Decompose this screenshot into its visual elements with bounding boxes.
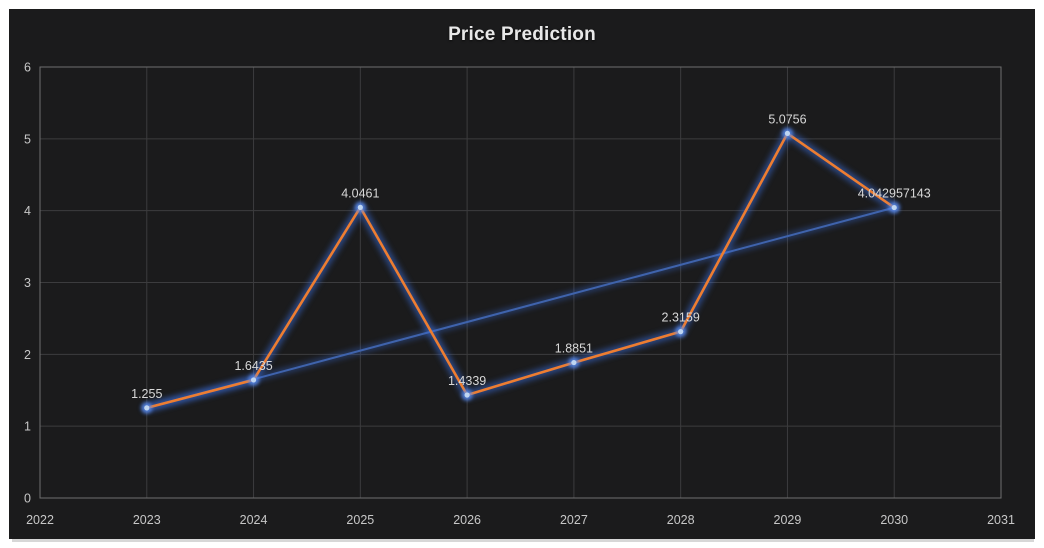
x-tick-label: 2029 bbox=[774, 513, 802, 527]
x-tick-label: 2023 bbox=[133, 513, 161, 527]
series-line bbox=[145, 132, 896, 410]
data-point-marker bbox=[891, 204, 897, 211]
data-point-marker bbox=[250, 377, 257, 383]
card-shadow bbox=[12, 539, 1034, 542]
x-tick-label: 2025 bbox=[346, 513, 374, 527]
data-point-marker bbox=[464, 392, 470, 398]
x-tick-label: 2026 bbox=[453, 513, 481, 527]
y-tick-label: 1 bbox=[24, 420, 31, 434]
data-point-label: 4.042957143 bbox=[858, 187, 931, 201]
chart-background bbox=[9, 9, 1035, 539]
data-point-marker bbox=[144, 405, 150, 411]
data-point-label: 4.0461 bbox=[341, 186, 379, 200]
data-point-label: 1.4339 bbox=[448, 374, 486, 388]
x-tick-label: 2022 bbox=[26, 513, 54, 527]
y-tick-label: 2 bbox=[24, 348, 31, 362]
x-tick-label: 2024 bbox=[240, 513, 268, 527]
x-tick-label: 2028 bbox=[667, 513, 695, 527]
y-tick-label: 5 bbox=[24, 132, 31, 146]
x-tick-label: 2027 bbox=[560, 513, 588, 527]
data-point-label: 1.8851 bbox=[555, 342, 593, 356]
data-point-marker bbox=[678, 329, 684, 335]
trend-line bbox=[145, 206, 896, 409]
data-point-label: 5.0756 bbox=[768, 112, 806, 126]
data-point-marker bbox=[357, 204, 363, 210]
y-tick-label: 3 bbox=[24, 276, 31, 290]
x-tick-label: 2030 bbox=[880, 513, 908, 527]
chart-title: Price Prediction bbox=[448, 24, 596, 45]
data-point-label: 1.255 bbox=[131, 387, 162, 401]
y-tick-label: 6 bbox=[24, 61, 31, 75]
data-point-label: 1.6435 bbox=[234, 359, 272, 373]
y-tick-label: 0 bbox=[24, 492, 31, 506]
x-tick-label: 2031 bbox=[987, 513, 1015, 527]
plot-border bbox=[39, 66, 1002, 499]
data-point-marker bbox=[784, 130, 791, 137]
data-point-marker bbox=[571, 359, 577, 366]
y-tick-label: 4 bbox=[24, 204, 31, 218]
data-point-label: 2.3159 bbox=[662, 311, 700, 325]
